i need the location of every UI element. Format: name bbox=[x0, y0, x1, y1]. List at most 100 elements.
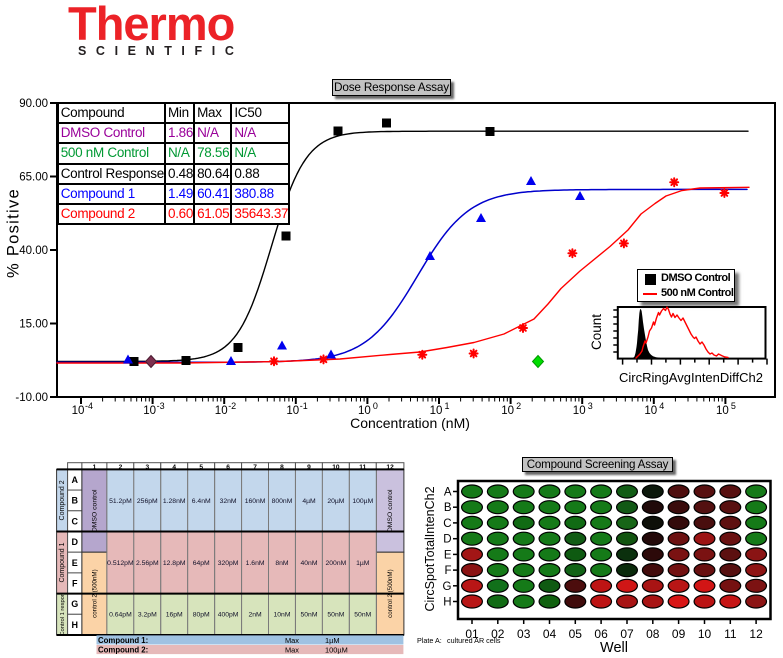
svg-text:DMSO control: DMSO control bbox=[387, 489, 394, 532]
svg-text:64pM: 64pM bbox=[193, 560, 210, 567]
svg-text:1.6nM: 1.6nM bbox=[246, 560, 265, 567]
svg-text:40nM: 40nM bbox=[300, 560, 317, 567]
svg-text:10: 10 bbox=[716, 405, 729, 417]
svg-text:Max: Max bbox=[285, 636, 299, 645]
svg-text:04: 04 bbox=[543, 627, 557, 641]
svg-text:-2: -2 bbox=[228, 401, 236, 411]
svg-text:Compound 2:: Compound 2: bbox=[98, 646, 148, 655]
svg-text:B: B bbox=[444, 502, 452, 514]
svg-text:1µM: 1µM bbox=[325, 636, 340, 645]
svg-text:Max: Max bbox=[285, 646, 299, 655]
svg-text:3: 3 bbox=[145, 464, 149, 471]
svg-text:10: 10 bbox=[332, 464, 340, 471]
svg-text:10: 10 bbox=[143, 405, 156, 417]
svg-text:400pM: 400pM bbox=[218, 612, 239, 619]
svg-text:12.8pM: 12.8pM bbox=[163, 560, 186, 567]
svg-text:5: 5 bbox=[199, 464, 203, 471]
svg-text:D: D bbox=[443, 534, 451, 546]
svg-text:32nM: 32nM bbox=[220, 498, 237, 505]
svg-text:6.4nM: 6.4nM bbox=[192, 498, 211, 505]
svg-text:20µM: 20µM bbox=[327, 498, 344, 505]
svg-text:12: 12 bbox=[749, 627, 763, 641]
svg-text:1: 1 bbox=[93, 464, 97, 471]
svg-text:50nM: 50nM bbox=[327, 612, 344, 619]
svg-text:10: 10 bbox=[72, 405, 85, 417]
svg-text:03: 03 bbox=[517, 627, 531, 641]
svg-text:7: 7 bbox=[253, 464, 257, 471]
svg-text:07: 07 bbox=[620, 627, 634, 641]
svg-text:4: 4 bbox=[172, 464, 176, 471]
svg-text:-4: -4 bbox=[85, 401, 93, 411]
svg-text:40.00: 40.00 bbox=[19, 245, 48, 257]
svg-text:1.28nM: 1.28nM bbox=[163, 498, 186, 505]
svg-text:06: 06 bbox=[594, 627, 608, 641]
svg-text:80pM: 80pM bbox=[193, 612, 210, 619]
svg-text:6: 6 bbox=[226, 464, 230, 471]
svg-text:Well: Well bbox=[600, 640, 628, 656]
svg-text:10nM: 10nM bbox=[273, 612, 290, 619]
svg-text:9: 9 bbox=[307, 464, 311, 471]
svg-text:100µM: 100µM bbox=[325, 646, 348, 655]
svg-text:10: 10 bbox=[215, 405, 228, 417]
svg-text:50nM: 50nM bbox=[300, 612, 317, 619]
svg-text:3.2pM: 3.2pM bbox=[138, 612, 157, 619]
svg-text:Control 1 respon: Control 1 respon bbox=[60, 593, 66, 636]
svg-text:Compound 1:: Compound 1: bbox=[98, 636, 148, 645]
svg-text:09: 09 bbox=[672, 627, 686, 641]
svg-text:-3: -3 bbox=[157, 401, 165, 411]
svg-text:C: C bbox=[443, 518, 451, 530]
svg-text:10: 10 bbox=[698, 627, 712, 641]
svg-text:0.512pM: 0.512pM bbox=[107, 560, 134, 567]
svg-text:10: 10 bbox=[430, 405, 443, 417]
svg-text:100µM: 100µM bbox=[352, 498, 373, 505]
svg-text:16pM: 16pM bbox=[166, 612, 183, 619]
svg-text:2.56pM: 2.56pM bbox=[136, 560, 159, 567]
svg-text:4µM: 4µM bbox=[302, 498, 316, 505]
svg-text:cultured AR cells: cultured AR cells bbox=[447, 636, 501, 645]
svg-text:-10.00: -10.00 bbox=[15, 392, 48, 404]
svg-text:3: 3 bbox=[588, 401, 593, 411]
svg-text:C: C bbox=[71, 516, 78, 526]
svg-text:H: H bbox=[71, 620, 78, 630]
svg-text:F: F bbox=[72, 579, 78, 589]
svg-text:1: 1 bbox=[444, 401, 449, 411]
svg-text:8nM: 8nM bbox=[275, 560, 289, 567]
svg-text:0: 0 bbox=[373, 401, 378, 411]
svg-text:51.2pM: 51.2pM bbox=[109, 498, 132, 505]
svg-text:CircSpotTotalIntenCh2: CircSpotTotalIntenCh2 bbox=[423, 486, 437, 611]
svg-text:11: 11 bbox=[724, 627, 737, 641]
svg-text:01: 01 bbox=[465, 627, 479, 641]
svg-text:B: B bbox=[71, 496, 78, 506]
svg-text:% Positive: % Positive bbox=[5, 188, 23, 278]
svg-text:02: 02 bbox=[491, 627, 505, 641]
svg-text:H: H bbox=[443, 597, 451, 609]
svg-text:2: 2 bbox=[516, 401, 521, 411]
svg-text:0.64pM: 0.64pM bbox=[109, 612, 132, 619]
svg-text:Concentration (nM): Concentration (nM) bbox=[350, 415, 470, 431]
svg-text:Count: Count bbox=[589, 314, 604, 350]
svg-text:08: 08 bbox=[646, 627, 660, 641]
svg-text:65.00: 65.00 bbox=[19, 172, 48, 184]
svg-text:Compound 1: Compound 1 bbox=[59, 542, 66, 582]
svg-text:160nM: 160nM bbox=[245, 498, 266, 505]
svg-text:320pM: 320pM bbox=[218, 560, 239, 567]
svg-text:256pM: 256pM bbox=[137, 498, 158, 505]
svg-text:11: 11 bbox=[359, 464, 366, 471]
svg-text:-1: -1 bbox=[300, 401, 308, 411]
svg-text:E: E bbox=[444, 549, 452, 561]
svg-text:5: 5 bbox=[731, 401, 736, 411]
svg-text:DMSO control: DMSO control bbox=[91, 489, 98, 532]
svg-text:200nM: 200nM bbox=[326, 560, 347, 567]
svg-text:F: F bbox=[444, 565, 451, 577]
svg-text:D: D bbox=[71, 537, 78, 547]
svg-text:E: E bbox=[72, 558, 78, 568]
svg-text:10: 10 bbox=[644, 405, 657, 417]
svg-text:A: A bbox=[444, 487, 452, 499]
svg-text:CircRingAvgIntenDiffCh2: CircRingAvgIntenDiffCh2 bbox=[619, 370, 763, 385]
svg-text:1µM: 1µM bbox=[356, 560, 370, 567]
svg-text:4: 4 bbox=[659, 401, 664, 411]
svg-text:10: 10 bbox=[501, 405, 514, 417]
svg-text:G: G bbox=[443, 581, 452, 593]
svg-text:Compound 2: Compound 2 bbox=[59, 480, 66, 520]
svg-text:A: A bbox=[71, 475, 78, 485]
